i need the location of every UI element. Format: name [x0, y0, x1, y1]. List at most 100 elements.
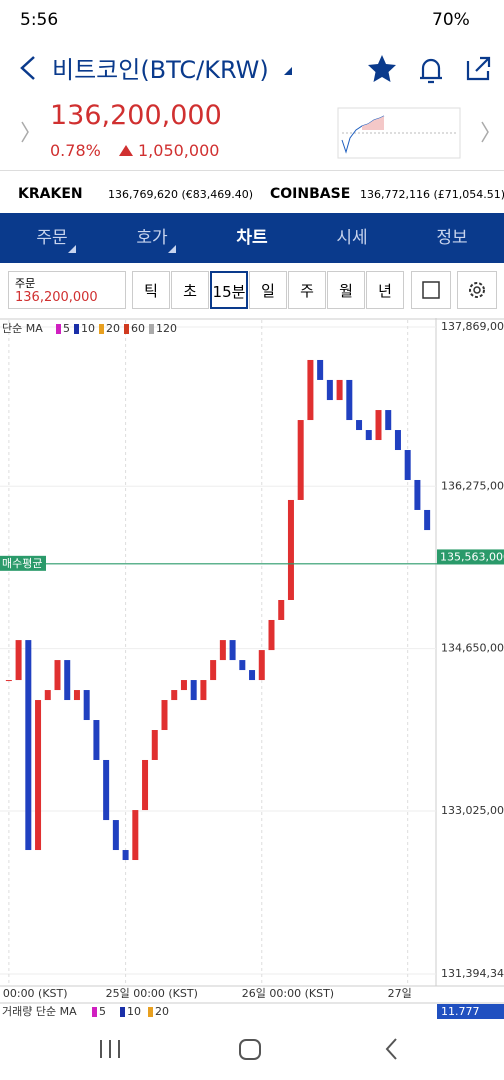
alarm[interactable]	[420, 58, 442, 84]
candle	[356, 420, 363, 431]
header-icons	[20, 55, 491, 84]
candle	[317, 359, 324, 380]
legend-swatch	[74, 324, 79, 334]
interval-btn[interactable]: 초	[171, 271, 209, 309]
volume-value: 11.777	[441, 1005, 480, 1018]
y-tick-label: 131,394,342	[441, 967, 504, 980]
tab[interactable]: 차트	[236, 228, 268, 248]
candle	[287, 499, 294, 601]
interval-btn[interactable]: 월	[327, 271, 365, 309]
y-tick-label: 133,025,000	[441, 804, 504, 817]
battery: 70%	[432, 10, 470, 30]
candle	[278, 600, 285, 620]
candle	[326, 379, 333, 401]
candle	[297, 420, 304, 500]
legend-label: 단순 MA	[2, 322, 43, 335]
x-tick-label: 00:00 (KST)	[3, 987, 68, 1000]
exchange-price: 136,769,620 (€83,469.40)	[108, 188, 254, 201]
avg-buy-box	[0, 555, 46, 571]
volume-period: 20	[155, 1005, 169, 1018]
candle	[112, 820, 119, 851]
legend-entry: 20	[106, 322, 120, 335]
candle	[229, 640, 236, 661]
favorite[interactable]	[368, 55, 396, 82]
clock: 5:56	[20, 10, 59, 30]
exchange-name: COINBASE	[270, 186, 351, 202]
candle	[73, 690, 80, 701]
order-price: 136,200,000	[15, 290, 98, 305]
candle	[404, 450, 411, 480]
y-tick-label: 134,650,000	[441, 642, 504, 655]
candle	[346, 379, 353, 421]
candle	[200, 680, 207, 701]
interval-btn[interactable]: 주	[288, 271, 326, 309]
candle	[268, 619, 275, 651]
candle	[394, 430, 401, 451]
legend-swatch	[148, 1007, 153, 1017]
x-tick-label: 25일 00:00 (KST)	[106, 986, 198, 1000]
candle	[5, 680, 12, 682]
volume-period: 10	[127, 1005, 141, 1018]
tab[interactable]: 호가	[136, 228, 168, 248]
volume-value-box	[437, 1004, 504, 1019]
candle	[64, 660, 71, 701]
candle	[35, 700, 42, 851]
interval-btn[interactable]: 15분	[210, 271, 248, 309]
exchange-name: KRAKEN	[18, 186, 83, 202]
candle	[375, 410, 382, 441]
legend-entry: 120	[156, 322, 177, 335]
settings-btn[interactable]	[457, 271, 497, 309]
candle	[151, 730, 158, 760]
avg-buy-label: 매수평균	[2, 557, 42, 570]
tab[interactable]: 시세	[336, 228, 368, 248]
exchange-price: 136,772,116 (£71,054.51)	[360, 188, 504, 201]
candle	[93, 720, 100, 760]
legend-entry: 10	[81, 322, 95, 335]
order-label: 주문	[15, 277, 36, 290]
tab[interactable]: 주문	[36, 228, 68, 248]
change-rate: 0.78%	[50, 141, 101, 160]
tab-caret	[168, 245, 176, 253]
candle	[103, 759, 110, 821]
title: 비트코인(BTC/KRW)	[52, 56, 269, 84]
candle	[161, 700, 168, 731]
candle	[15, 640, 22, 681]
legend-swatch	[149, 324, 154, 334]
legend-swatch	[99, 324, 104, 334]
current-price-label: 135,563,000	[440, 550, 504, 563]
candle	[365, 430, 372, 441]
legend-swatch	[56, 324, 61, 334]
candle	[210, 660, 217, 681]
candle	[54, 660, 61, 691]
share[interactable]	[466, 56, 491, 81]
square-btn[interactable]	[411, 271, 451, 309]
candle	[190, 680, 197, 701]
candle	[132, 810, 139, 861]
order-box[interactable]: 주문 136,200,000	[8, 271, 126, 309]
candle	[258, 650, 265, 681]
candle	[414, 479, 421, 510]
tab-caret	[68, 245, 76, 253]
candle	[142, 759, 149, 811]
tab-bar	[0, 213, 504, 263]
candle	[239, 660, 246, 671]
interval-btn[interactable]: 일	[249, 271, 287, 309]
candle	[249, 670, 256, 681]
chart: 131,394,342 133,025,000 134,650,000 136,275…	[0, 318, 504, 1020]
legend-swatch	[124, 324, 129, 334]
candle	[424, 509, 431, 531]
volume-legend: 거래량 단순 MA	[2, 1005, 77, 1018]
interval-btn[interactable]: 틱	[132, 271, 170, 309]
candle	[336, 379, 343, 401]
current-price: 136,200,000	[50, 100, 222, 131]
candle	[83, 690, 90, 721]
legend-entry: 5	[63, 322, 70, 335]
volume-period: 5	[99, 1005, 106, 1018]
tab[interactable]: 정보	[436, 228, 468, 248]
interval-btn[interactable]: 년	[366, 271, 404, 309]
y-tick-label: 137,869,000	[441, 320, 504, 333]
candle	[385, 410, 392, 431]
candle	[307, 359, 314, 421]
back[interactable]	[20, 56, 35, 80]
